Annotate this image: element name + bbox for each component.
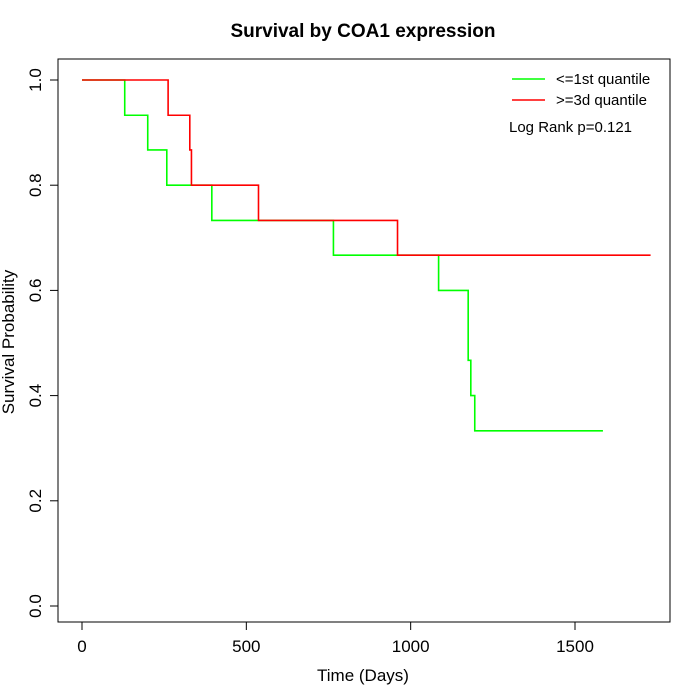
plot-frame xyxy=(57,58,671,623)
legend-label: >=3d quantile xyxy=(556,92,647,109)
x-tick-label: 0 xyxy=(77,637,86,656)
chart-title: Survival by COA1 expression xyxy=(230,21,495,42)
series-line-1 xyxy=(82,79,603,432)
x-axis-label: Time (Days) xyxy=(317,666,409,685)
series-layer xyxy=(82,79,651,432)
logrank-annotation: Log Rank p=0.121 xyxy=(509,119,632,136)
y-tick-label: 0.2 xyxy=(26,489,45,513)
y-tick-label: 0.6 xyxy=(26,279,45,303)
y-axis: 0.0 0.2 0.4 0.6 0.8 1.0 xyxy=(26,68,59,618)
x-tick-label: 1500 xyxy=(556,637,594,656)
y-tick-label: 0.8 xyxy=(26,173,45,197)
y-axis-label: Survival Probability xyxy=(0,269,18,414)
y-tick-label: 0.4 xyxy=(26,384,45,408)
x-tick-label: 500 xyxy=(232,637,260,656)
x-tick-label: 1000 xyxy=(392,637,430,656)
series-line-2 xyxy=(82,79,651,256)
x-axis: 0 500 1000 1500 xyxy=(77,621,594,656)
y-tick-label: 1.0 xyxy=(26,68,45,92)
legend-label: <=1st quantile xyxy=(556,71,650,88)
legend: <=1st quantile >=3d quantile xyxy=(512,71,650,109)
y-tick-label: 0.0 xyxy=(26,594,45,618)
